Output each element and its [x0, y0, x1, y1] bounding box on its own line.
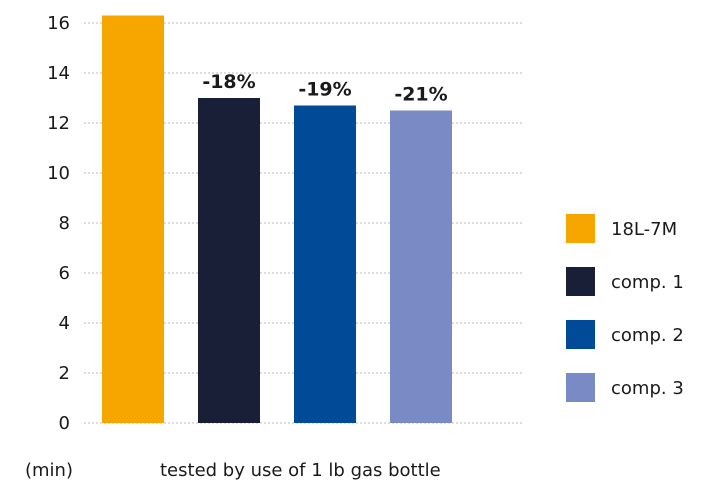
legend: 18L-7M comp. 1 comp. 2 comp. 3: [566, 214, 684, 402]
y-tick-label: 10: [47, 163, 70, 184]
y-tick-label: 2: [59, 363, 70, 384]
data-labels: -18% -19% -21%: [202, 71, 447, 106]
y-tick-label: 6: [59, 263, 70, 284]
legend-label: 18L-7M: [611, 219, 677, 240]
y-axis-unit-label: (min): [25, 460, 73, 481]
y-tick-label: 4: [59, 313, 70, 334]
data-label: -19%: [298, 79, 351, 101]
legend-label: comp. 3: [611, 378, 684, 399]
bar-comp-3: [390, 110, 452, 423]
legend-label: comp. 2: [611, 325, 684, 346]
x-axis-label: tested by use of 1 lb gas bottle: [160, 460, 441, 481]
y-tick-label: 0: [59, 413, 70, 434]
y-tick-label: 14: [47, 63, 70, 84]
bar-18l-7m: [102, 15, 164, 423]
legend-swatch: [566, 320, 595, 349]
legend-swatch: [566, 214, 595, 243]
bar-comp-1: [198, 98, 260, 423]
y-tick-label: 12: [47, 113, 70, 134]
legend-swatch: [566, 267, 595, 296]
legend-label: comp. 1: [611, 272, 684, 293]
y-axis-ticks: 0 2 4 6 8 10 12 14 16: [47, 13, 70, 434]
legend-swatch: [566, 373, 595, 402]
y-tick-label: 8: [59, 213, 70, 234]
y-tick-label: 16: [47, 13, 70, 34]
bar-comp-2: [294, 105, 356, 423]
data-label: -18%: [202, 71, 255, 93]
bars: [102, 15, 452, 423]
data-label: -21%: [394, 84, 447, 106]
